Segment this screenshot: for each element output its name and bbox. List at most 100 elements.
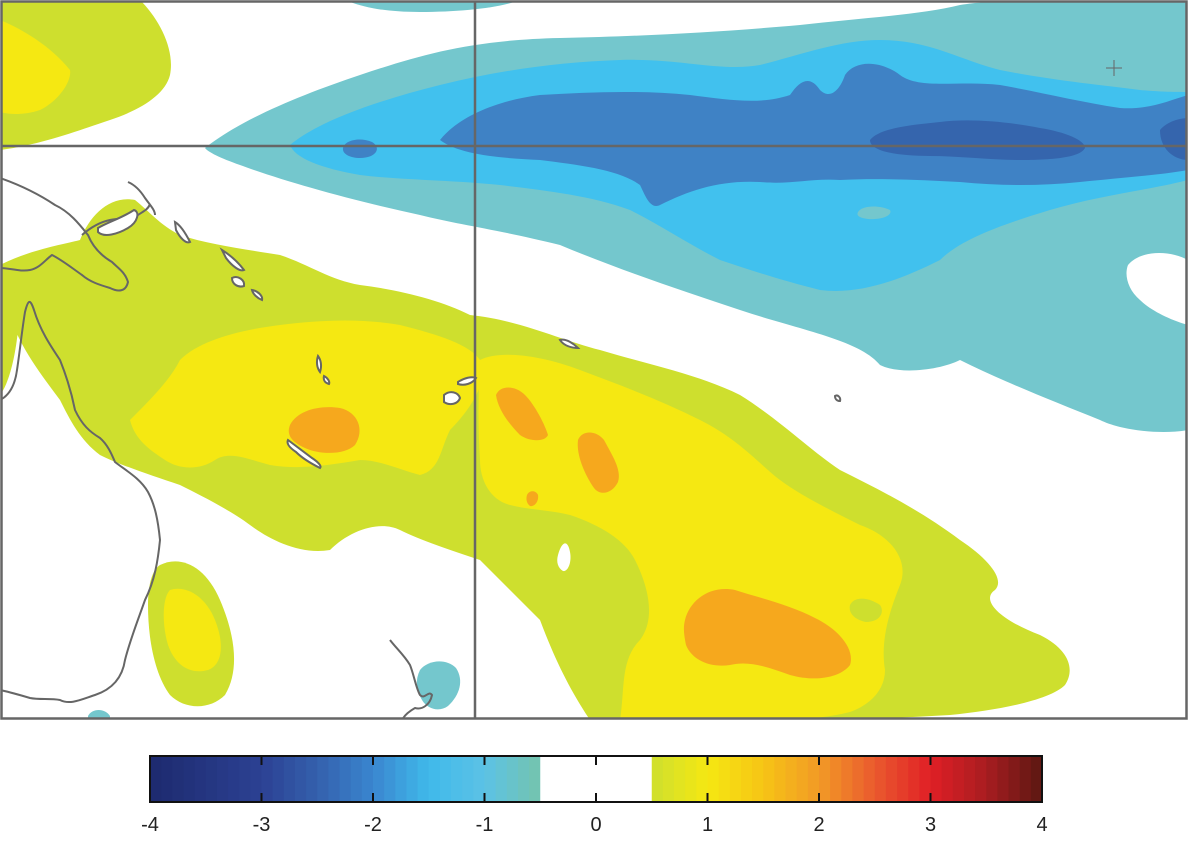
colorbar-tick-label: -3 [252,814,271,836]
colorbar-cell [963,756,976,802]
contour-pos-0-5-west [2,274,19,393]
colorbar-tick-label: -2 [364,814,382,836]
colorbar-cell [975,756,987,802]
plus-marker [1106,60,1122,76]
island-samoa [558,338,581,350]
contour-neg-0-5-north [350,2,515,12]
colorbar-cell [986,756,998,802]
colorbar-cell [707,756,720,802]
map-grid [0,0,1188,720]
colorbar-cell [216,756,229,802]
colorbar-cell [852,756,865,802]
island-bougainville [173,220,192,244]
colorbar-cell [506,756,519,802]
colorbar-cell [584,756,597,802]
contour-zero-hole [1126,253,1186,325]
colorbar [149,755,1043,803]
contour-neg-0-5-sw [88,710,110,718]
contour-neg-1-5-west [342,139,377,158]
colorbar-cell [261,756,274,802]
colorbar-cell [596,756,608,802]
colorbar-cell [830,756,842,802]
colorbar-tick-label: 0 [590,814,602,836]
colorbar-cell [250,756,263,802]
contour-pos-1-5-d [526,491,539,507]
colorbar-cell [941,756,954,802]
contour-zero-hole-small [557,543,571,572]
colorbar-cell [150,756,162,802]
colorbar-cell [228,756,240,802]
colorbar-cell [439,756,452,802]
colorbar-tick-label: -1 [475,814,494,836]
colorbar-cell [451,756,463,802]
colorbar-cell [930,756,943,802]
colorbar-cell [763,756,775,802]
colorbar-cell [283,756,296,802]
colorbar-cell [919,756,932,802]
colorbar-cell [685,756,697,802]
colorbar-cell [406,756,419,802]
map-border [0,0,1188,720]
colorbar-cell [674,756,686,802]
colorbar-tick-label: 3 [924,814,937,836]
colorbar-cells [150,756,1043,802]
colorbar-cell [350,756,363,802]
island-solomon-b [230,276,246,288]
contour-neg-2-east [1160,118,1186,160]
colorbar-cell [785,756,798,802]
colorbar-cell [462,756,474,802]
contour-pos-1-5-a [288,407,360,453]
colorbar-cell [807,756,820,802]
colorbar-cell [517,756,530,802]
colorbar-cell [997,756,1010,802]
colorbar-cell [752,756,764,802]
colorbar-cell [294,756,307,802]
negative-anomaly-band [205,2,1186,432]
colorbar-cell [161,756,173,802]
colorbar-cell [874,756,887,802]
contour-neg-1-small [857,206,891,220]
colorbar-tick-label: -4 [141,814,159,836]
colorbar-cell [718,756,731,802]
colorbar-cell [841,756,854,802]
colorbar-cell [306,756,318,802]
colorbar-cell [317,756,329,802]
contour-pos-1-south-island [163,588,221,672]
island-small-east [833,394,842,403]
colorbar-cell [272,756,285,802]
colorbar-cell [339,756,352,802]
colorbar-cell [897,756,909,802]
colorbar-cell [361,756,374,802]
colorbar-cell [540,756,552,802]
colorbar-cell [473,756,486,802]
colorbar-cell [952,756,965,802]
colorbar-cell [696,756,709,802]
colorbar-cell [384,756,396,802]
colorbar-cell [651,756,664,802]
colorbar-border [149,755,1043,803]
colorbar-cell [562,756,575,802]
island-solomon-c [250,288,264,302]
colorbar-cell [417,756,430,802]
colorbar-cell [863,756,876,802]
colorbar-cell [640,756,653,802]
contour-pos-1-5-b [496,387,548,441]
new-zealand-north-island [389,639,433,718]
contour-pos-1-main-west [130,320,483,475]
colorbar-cell [819,756,831,802]
colorbar-cell [1008,756,1021,802]
map-frame-area [2,2,1186,718]
colorbar-cell [1030,756,1043,802]
colorbar-cell [495,756,508,802]
colorbar-cell [328,756,341,802]
colorbar-cell [172,756,185,802]
contour-neg-1-5 [440,63,1186,206]
coastlines [2,177,842,718]
colorbar-cell [796,756,809,802]
colorbar-cell [573,756,586,802]
contour-neg-2 [870,120,1085,160]
colorbar-tick-label: 2 [813,814,825,836]
australia-coastline [2,177,161,704]
colorbar-cell [740,756,753,802]
